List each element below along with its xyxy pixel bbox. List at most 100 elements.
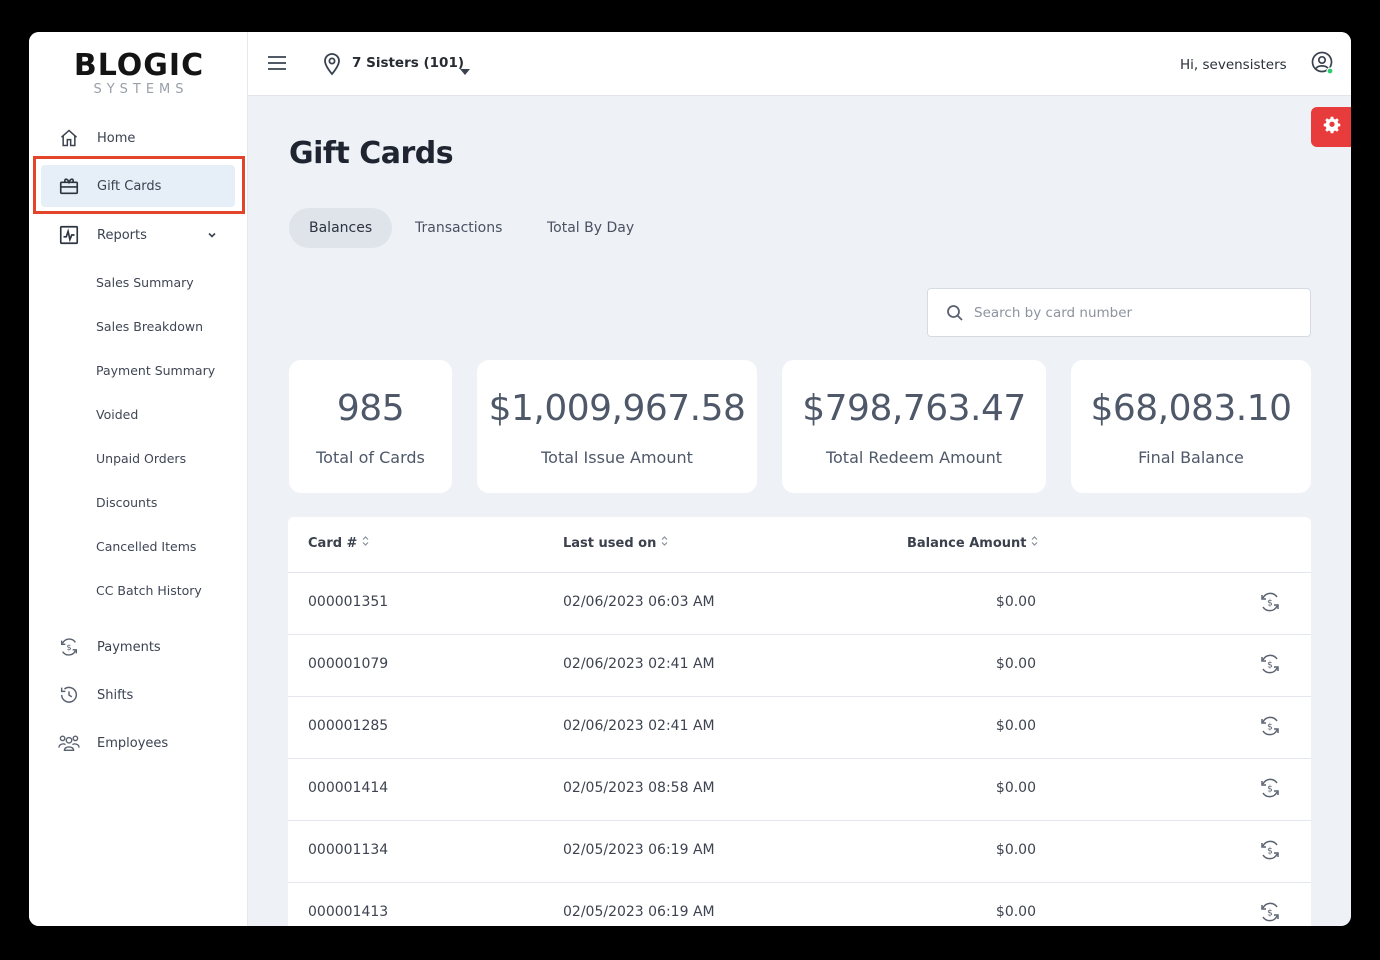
employees-icon <box>57 731 81 755</box>
svg-text:$: $ <box>1267 723 1273 733</box>
sidebar-subitem-payment-summary[interactable]: Payment Summary <box>96 363 216 378</box>
search-box <box>927 288 1311 337</box>
card-number-cell: 000001134 <box>308 842 389 858</box>
top-bar: 7 Sisters (101) Hi, sevensisters <box>248 32 1351 96</box>
menu-icon[interactable] <box>267 55 287 75</box>
last-used-cell: 02/06/2023 02:41 AM <box>563 656 715 672</box>
stat-card-total-redeem: $798,763.47 Total Redeem Amount <box>782 360 1046 493</box>
balance-cell: $0.00 <box>995 780 1036 796</box>
svg-text:$: $ <box>1267 909 1273 919</box>
search-icon <box>946 304 964 326</box>
stat-value: 985 <box>336 388 405 429</box>
gift-cards-highlight-box <box>33 156 245 214</box>
svg-text:$: $ <box>1267 661 1273 671</box>
stat-label: Final Balance <box>1138 448 1244 467</box>
column-header-label: Last used on <box>563 535 657 551</box>
gift-cards-table: Card # Last used on Balance Amount 00000… <box>288 517 1311 926</box>
balance-cell: $0.00 <box>995 842 1036 858</box>
svg-text:$: $ <box>1267 599 1273 609</box>
sidebar-item-reports[interactable]: Reports <box>41 214 235 256</box>
location-pin-icon <box>321 52 343 80</box>
page-title: Gift Cards <box>289 136 454 171</box>
redeem-icon[interactable]: $ <box>1258 590 1282 618</box>
header-divider <box>288 572 1311 573</box>
reports-icon <box>57 223 81 247</box>
stat-value: $68,083.10 <box>1090 388 1292 429</box>
last-used-cell: 02/06/2023 06:03 AM <box>563 594 715 610</box>
card-number-cell: 000001413 <box>308 904 389 920</box>
column-header-label: Balance Amount <box>907 535 1027 551</box>
card-number-cell: 000001414 <box>308 780 389 796</box>
column-header-last-used[interactable]: Last used on <box>563 535 668 551</box>
redeem-icon[interactable]: $ <box>1258 714 1282 742</box>
settings-button[interactable] <box>1311 107 1351 147</box>
sort-icon <box>362 535 369 551</box>
redeem-icon[interactable]: $ <box>1258 776 1282 804</box>
sidebar-item-gift-cards[interactable]: Gift Cards <box>41 165 235 207</box>
table-row[interactable]: 000001351 02/06/2023 06:03 AM $0.00 $ <box>288 573 1311 635</box>
location-selector[interactable]: 7 Sisters (101) <box>352 55 465 71</box>
home-icon <box>57 126 81 150</box>
brand-logo[interactable]: BLOGIC SYSTEMS <box>59 50 219 98</box>
svg-text:$: $ <box>1267 847 1273 857</box>
shifts-icon <box>57 683 81 707</box>
redeem-icon[interactable]: $ <box>1258 838 1282 866</box>
balance-cell: $0.00 <box>995 656 1036 672</box>
column-header-card[interactable]: Card # <box>308 535 369 551</box>
card-number-cell: 000001285 <box>308 718 389 734</box>
card-number-cell: 000001351 <box>308 594 389 610</box>
sidebar-subitem-sales-summary[interactable]: Sales Summary <box>96 275 194 290</box>
table-row[interactable]: 000001414 02/05/2023 08:58 AM $0.00 $ <box>288 759 1311 821</box>
sidebar-subitem-cancelled-items[interactable]: Cancelled Items <box>96 539 197 554</box>
sidebar-item-label: Employees <box>97 735 169 751</box>
balance-cell: $0.00 <box>995 904 1036 920</box>
sidebar-item-label: Shifts <box>97 687 134 703</box>
stat-value: $798,763.47 <box>802 388 1026 429</box>
sort-icon <box>661 535 668 551</box>
sidebar-item-label: Reports <box>97 227 147 243</box>
app-screen: BLOGIC SYSTEMS Home Gift Cards Reports S… <box>29 32 1351 926</box>
tab-balances[interactable]: Balances <box>289 208 393 248</box>
last-used-cell: 02/05/2023 06:19 AM <box>563 904 715 920</box>
redeem-icon[interactable]: $ <box>1258 900 1282 926</box>
svg-text:$: $ <box>1267 785 1273 795</box>
gift-card-icon <box>57 174 81 198</box>
sidebar-subitem-unpaid-orders[interactable]: Unpaid Orders <box>96 451 187 466</box>
search-input[interactable] <box>974 289 1294 336</box>
table-row[interactable]: 000001079 02/06/2023 02:41 AM $0.00 $ <box>288 635 1311 697</box>
stat-label: Total Issue Amount <box>541 448 693 467</box>
sidebar-item-label: Home <box>97 130 136 146</box>
sidebar-item-payments[interactable]: $ Payments <box>41 626 235 668</box>
sidebar-item-employees[interactable]: Employees <box>41 722 235 764</box>
sidebar-subitem-discounts[interactable]: Discounts <box>96 495 158 510</box>
stat-value: $1,009,967.58 <box>488 388 746 429</box>
logo-sub-text: SYSTEMS <box>93 82 189 97</box>
stat-card-final-balance: $68,083.10 Final Balance <box>1071 360 1311 493</box>
table-row[interactable]: 000001413 02/05/2023 06:19 AM $0.00 $ <box>288 883 1311 926</box>
sidebar-subitem-voided[interactable]: Voided <box>96 407 139 422</box>
svg-text:$: $ <box>66 642 71 652</box>
caret-down-icon[interactable] <box>460 60 470 79</box>
column-header-balance[interactable]: Balance Amount <box>907 535 1038 551</box>
tab-total-by-day[interactable]: Total By Day <box>547 220 635 236</box>
table-row[interactable]: 000001285 02/06/2023 02:41 AM $0.00 $ <box>288 697 1311 759</box>
stat-label: Total Redeem Amount <box>825 448 1003 467</box>
chevron-down-icon[interactable] <box>206 226 218 245</box>
last-used-cell: 02/06/2023 02:41 AM <box>563 718 715 734</box>
sort-icon <box>1031 535 1038 551</box>
column-header-label: Card # <box>308 535 358 551</box>
sidebar-item-label: Payments <box>97 639 161 655</box>
table-row[interactable]: 000001134 02/05/2023 06:19 AM $0.00 $ <box>288 821 1311 883</box>
sidebar-item-home[interactable]: Home <box>41 117 235 159</box>
tab-transactions[interactable]: Transactions <box>415 220 503 236</box>
redeem-icon[interactable]: $ <box>1258 652 1282 680</box>
sidebar-subitem-cc-batch-history[interactable]: CC Batch History <box>96 583 202 598</box>
user-account-icon[interactable] <box>1311 51 1335 81</box>
balance-cell: $0.00 <box>995 594 1036 610</box>
stat-label: Total of Cards <box>316 448 425 467</box>
sidebar-subitem-sales-breakdown[interactable]: Sales Breakdown <box>96 319 204 334</box>
payments-icon: $ <box>57 635 81 659</box>
balance-cell: $0.00 <box>995 718 1036 734</box>
sidebar-item-shifts[interactable]: Shifts <box>41 674 235 716</box>
